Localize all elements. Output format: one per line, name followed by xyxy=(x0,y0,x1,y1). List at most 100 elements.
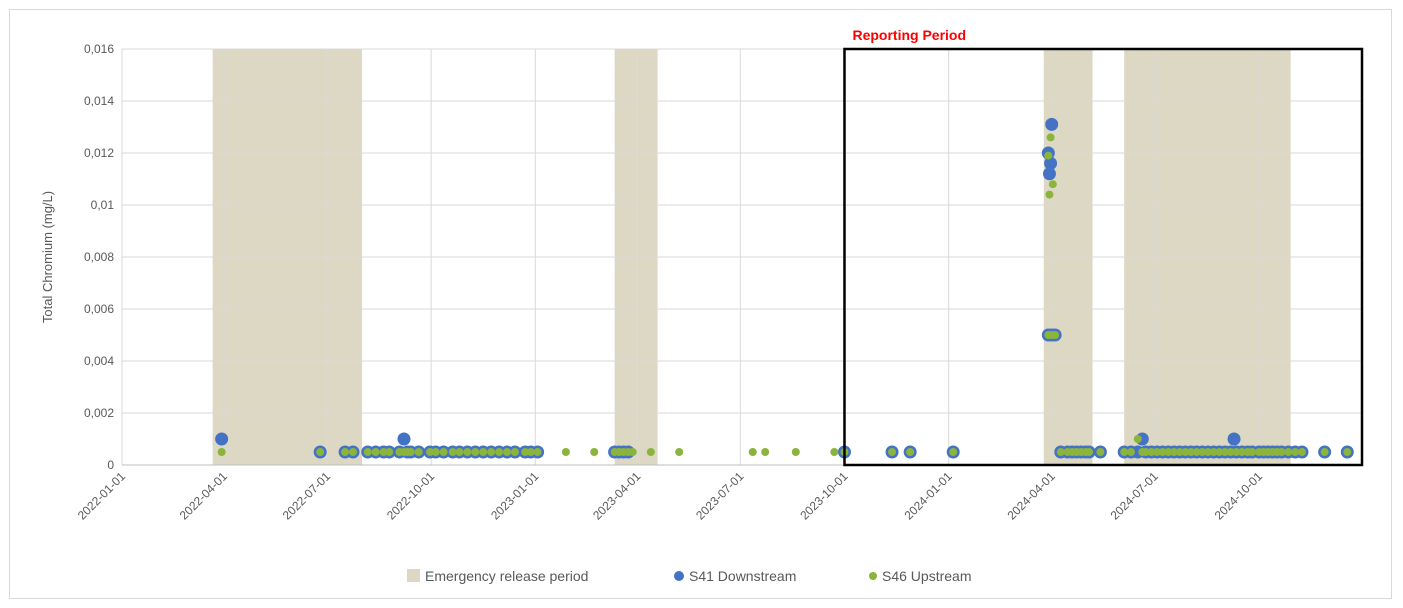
s46-point xyxy=(1237,448,1246,456)
s46-point xyxy=(949,448,958,456)
x-tick-label: 2022-01-01 xyxy=(75,469,129,523)
s46-point xyxy=(463,448,472,456)
s46-point xyxy=(888,448,897,456)
s46-point xyxy=(1147,448,1156,456)
x-tick-label: 2024-01-01 xyxy=(901,469,955,523)
s46-point xyxy=(1120,448,1129,456)
s46-point xyxy=(1187,448,1196,456)
s46-point xyxy=(675,448,684,456)
s46-point xyxy=(628,448,637,456)
x-tick-label: 2023-07-01 xyxy=(693,469,747,523)
s46-point xyxy=(341,448,350,456)
reporting-period-label: Reporting Period xyxy=(852,27,966,43)
y-axis-ticks: 0 0,002 0,004 0,006 0,008 0,01 0,012 0,014 0,016 xyxy=(84,42,114,472)
x-axis-ticks: 2022-01-01 2022-04-01 2022-07-01 2022-10-01… xyxy=(75,469,1265,523)
y-tick-label: 0,01 xyxy=(91,198,115,212)
s46-point xyxy=(1181,448,1190,456)
s46-point xyxy=(1085,448,1094,456)
y-axis-label: Total Chromium (mg/L) xyxy=(40,191,55,323)
s46-point xyxy=(406,448,415,456)
s46-point xyxy=(448,448,457,456)
s46-point xyxy=(1284,448,1293,456)
s46-point xyxy=(1133,435,1142,443)
s41-point xyxy=(1045,117,1059,131)
s46-point xyxy=(1126,448,1135,456)
s46-point xyxy=(1044,151,1053,160)
s46-point xyxy=(1048,180,1057,189)
s46-point xyxy=(761,448,770,456)
s46-point xyxy=(1153,448,1162,456)
s46-point xyxy=(521,448,530,456)
s46-point xyxy=(1220,448,1229,456)
s46-point xyxy=(1215,448,1224,456)
s46-point xyxy=(748,448,757,456)
legend: Emergency release period S41 Downstream … xyxy=(407,568,971,584)
x-tick-label: 2022-04-01 xyxy=(177,469,231,523)
s46-point xyxy=(471,448,480,456)
legend-label-s41: S41 Downstream xyxy=(689,568,796,584)
x-tick-label: 2022-10-01 xyxy=(384,469,438,523)
s46-point xyxy=(1320,448,1329,456)
s46-point xyxy=(1046,133,1055,142)
s46-point xyxy=(1051,331,1060,339)
s41-point xyxy=(215,432,229,446)
s46-point xyxy=(1203,448,1212,456)
s46-point xyxy=(1164,448,1173,456)
s46-point xyxy=(349,448,358,456)
s46-point xyxy=(426,448,435,456)
x-tick-label: 2022-07-01 xyxy=(280,469,334,523)
s46-point xyxy=(1141,448,1150,456)
x-tick-label: 2024-04-01 xyxy=(1005,469,1059,523)
s46-point xyxy=(510,448,519,456)
s46-point xyxy=(1232,448,1241,456)
s46-point xyxy=(363,448,372,456)
s46-point xyxy=(1277,448,1286,456)
s46-point xyxy=(414,448,423,456)
s46-point xyxy=(1248,448,1257,456)
s46-point xyxy=(1297,448,1306,456)
y-tick-label: 0,012 xyxy=(84,146,114,160)
s46-point xyxy=(590,448,599,456)
y-tick-label: 0,002 xyxy=(84,406,114,420)
s46-point xyxy=(906,448,915,456)
s46-point xyxy=(533,448,542,456)
s41-point xyxy=(1042,167,1056,181)
s46-point xyxy=(385,448,394,456)
legend-swatch-emergency xyxy=(407,569,420,582)
y-tick-label: 0,004 xyxy=(84,354,114,368)
s41-point xyxy=(1044,156,1058,170)
legend-label-emergency: Emergency release period xyxy=(425,568,588,584)
s46-point xyxy=(439,448,448,456)
s46-point xyxy=(1175,448,1184,456)
s46-point xyxy=(431,448,440,456)
data-points xyxy=(215,117,1354,459)
x-tick-label: 2023-04-01 xyxy=(590,469,644,523)
s46-point xyxy=(371,448,380,456)
y-tick-label: 0 xyxy=(107,458,114,472)
s46-point xyxy=(1096,448,1105,456)
s46-point xyxy=(479,448,488,456)
s46-point xyxy=(1192,448,1201,456)
s46-point xyxy=(1198,448,1207,456)
s41-point xyxy=(397,432,411,446)
s46-point xyxy=(503,448,512,456)
s46-point xyxy=(526,448,535,456)
x-tick-label: 2023-01-01 xyxy=(488,469,542,523)
gridlines xyxy=(121,48,1362,465)
s46-point xyxy=(455,448,464,456)
s41-point xyxy=(1227,432,1241,446)
y-tick-label: 0,006 xyxy=(84,302,114,316)
x-tick-label: 2023-10-01 xyxy=(797,469,851,523)
s46-point xyxy=(830,448,839,456)
s46-point xyxy=(646,448,655,456)
s46-point xyxy=(561,448,570,456)
legend-label-s46: S46 Upstream xyxy=(882,568,971,584)
s46-point xyxy=(1226,448,1235,456)
reporting-period-box xyxy=(843,47,1364,467)
s46-point xyxy=(791,448,800,456)
y-tick-label: 0,014 xyxy=(84,94,114,108)
legend-marker-s41 xyxy=(674,571,684,581)
s46-point xyxy=(1170,448,1179,456)
s46-point xyxy=(1209,448,1218,456)
